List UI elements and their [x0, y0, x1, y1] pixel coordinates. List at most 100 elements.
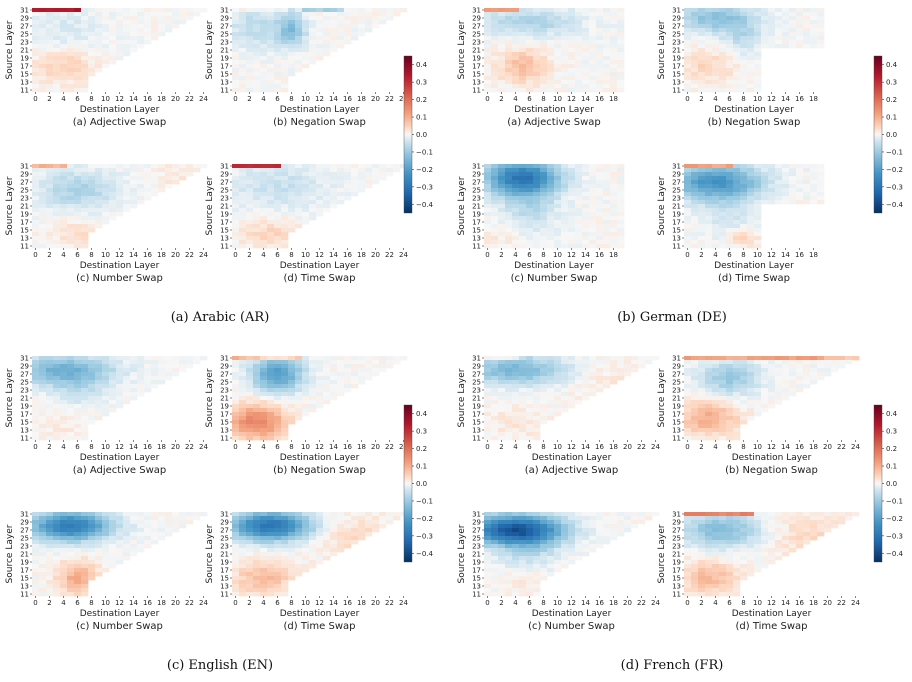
heatmap-cell — [698, 20, 706, 25]
heatmap-cell — [260, 176, 268, 181]
heatmap-cell — [617, 36, 625, 41]
heatmap-cell — [137, 524, 145, 529]
heatmap-cell — [74, 380, 82, 385]
heatmap-cell — [288, 184, 296, 189]
heatmap-cell — [316, 208, 324, 213]
heatmap-cell — [610, 8, 618, 13]
heatmap-cell — [617, 40, 625, 45]
heatmap-cell — [253, 52, 261, 57]
heatmap-cell — [519, 396, 527, 401]
heatmap-cell — [782, 44, 790, 49]
heatmap-cell — [761, 192, 769, 197]
panel-caption: (d) Time Swap — [284, 273, 356, 284]
y-tick-label: 11 — [220, 435, 229, 443]
heatmap-cell — [568, 176, 576, 181]
heatmap-cell — [81, 184, 89, 189]
heatmap-cell — [123, 208, 131, 213]
heatmap-cell — [32, 540, 40, 545]
heatmap-cell — [316, 184, 324, 189]
heatmap-cell — [281, 176, 289, 181]
heatmap-cell — [498, 44, 506, 49]
heatmap-cell — [246, 408, 254, 413]
heatmap-cell — [46, 64, 54, 69]
heatmap-cell — [768, 28, 776, 33]
heatmap-cell — [540, 380, 548, 385]
heatmap-cell — [698, 32, 706, 37]
x-tick-label: 6 — [527, 251, 532, 259]
heatmap-cell — [274, 76, 282, 81]
heatmap-cell — [582, 56, 590, 61]
heatmap-cell — [39, 60, 47, 65]
heatmap-cell — [505, 416, 513, 421]
heatmap-cell — [172, 12, 180, 17]
x-tick-label: 10 — [101, 599, 110, 607]
heatmap-cell — [88, 168, 96, 173]
heatmap-cell — [789, 196, 797, 201]
heatmap-cell — [60, 524, 68, 529]
heatmap-cell — [109, 548, 117, 553]
heatmap-cell — [46, 232, 54, 237]
heatmap-cell — [526, 220, 534, 225]
heatmap-cell — [32, 228, 40, 233]
heatmap-cell — [239, 536, 247, 541]
heatmap-cell — [109, 212, 117, 217]
heatmap-cell — [323, 52, 331, 57]
heatmap-cell — [123, 556, 131, 561]
heatmap-cell — [575, 24, 583, 29]
heatmap-cell — [561, 32, 569, 37]
heatmap-cell — [32, 28, 40, 33]
heatmap-cell — [309, 40, 317, 45]
heatmap-cell — [582, 360, 590, 365]
heatmap-cell — [302, 24, 310, 29]
heatmap-cell — [498, 172, 506, 177]
heatmap-cell — [519, 388, 527, 393]
y-axis-label: Source Layer — [205, 20, 215, 79]
heatmap-cell — [39, 380, 47, 385]
heatmap-cell — [351, 188, 359, 193]
heatmap-cell — [344, 188, 352, 193]
heatmap-cell — [309, 196, 317, 201]
heatmap-cell — [46, 528, 54, 533]
heatmap-cell — [246, 208, 254, 213]
heatmap-cell — [239, 12, 247, 17]
heatmap-cell — [768, 188, 776, 193]
heatmap-cell — [116, 384, 124, 389]
heatmap-cell — [561, 224, 569, 229]
heatmap-cell — [582, 28, 590, 33]
heatmap-cell — [260, 48, 268, 53]
heatmap-cell — [186, 512, 194, 517]
heatmap-cell — [46, 40, 54, 45]
heatmap-cell — [512, 44, 520, 49]
heatmap-cell — [253, 168, 261, 173]
heatmap-cell — [782, 164, 790, 169]
heatmap-cell — [498, 244, 506, 249]
heatmap-cell — [505, 12, 513, 17]
heatmap-cell — [267, 384, 275, 389]
heatmap-cell — [81, 16, 89, 21]
heatmap-cell — [505, 24, 513, 29]
heatmap-cell — [53, 172, 61, 177]
heatmap-cell — [246, 356, 254, 361]
heatmap-cell — [596, 72, 604, 77]
heatmap-cell — [165, 512, 173, 517]
heatmap-cell — [561, 188, 569, 193]
heatmap-cell — [253, 88, 261, 93]
heatmap-cell — [88, 540, 96, 545]
y-tick-label: 23 — [472, 39, 481, 47]
heatmap-cell — [137, 200, 145, 205]
heatmap-cell — [288, 552, 296, 557]
heatmap-cell — [733, 36, 741, 41]
heatmap-cell — [109, 24, 117, 29]
heatmap-cell — [561, 200, 569, 205]
y-axis-label: Source Layer — [457, 176, 467, 235]
heatmap-cell — [232, 8, 240, 13]
heatmap-cell — [116, 552, 124, 557]
heatmap-cell — [330, 388, 338, 393]
heatmap-cell — [109, 532, 117, 537]
heatmap-cell — [561, 364, 569, 369]
heatmap-cell — [323, 520, 331, 525]
heatmap-cell — [67, 24, 75, 29]
heatmap-cell — [260, 52, 268, 57]
heatmap-cell — [316, 368, 324, 373]
